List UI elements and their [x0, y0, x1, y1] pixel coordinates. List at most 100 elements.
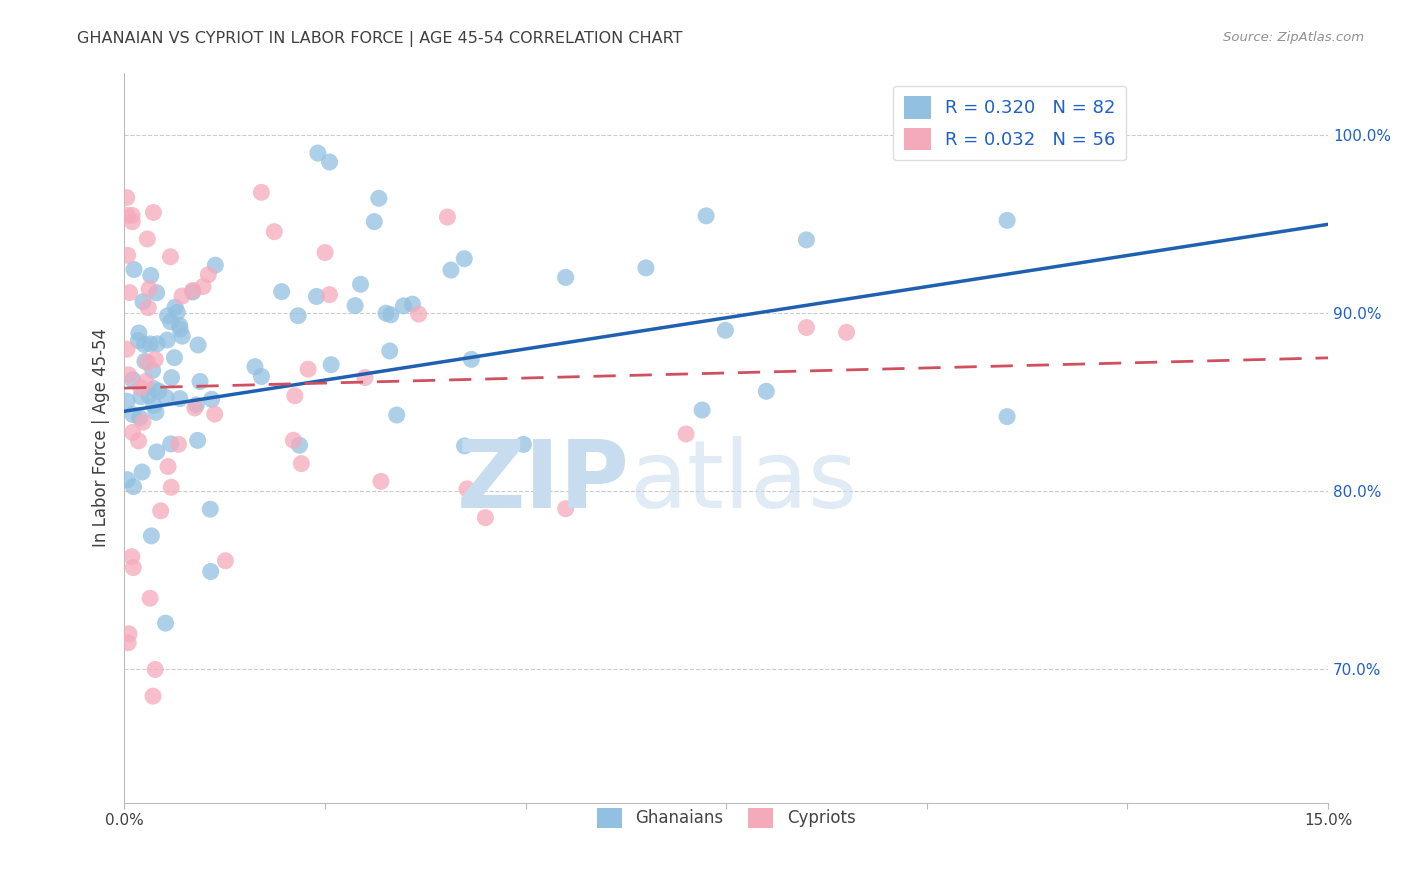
Point: [287, 309, 309, 323]
Point: [118, 627, 141, 641]
Point: [169, 392, 191, 406]
Point: [460, 352, 482, 367]
Point: [128, 410, 150, 425]
Point: [142, 382, 165, 396]
Point: [121, 425, 143, 440]
Point: [118, 285, 141, 300]
Point: [995, 409, 1018, 424]
Point: [554, 501, 576, 516]
Point: [796, 320, 818, 334]
Point: [512, 437, 534, 451]
Point: [117, 368, 139, 382]
Point: [149, 504, 172, 518]
Point: [145, 285, 167, 300]
Text: ZIP: ZIP: [457, 436, 630, 528]
Point: [197, 268, 219, 282]
Point: [307, 146, 329, 161]
Point: [142, 689, 165, 703]
Point: [136, 301, 159, 315]
Point: [188, 375, 211, 389]
Point: [167, 437, 190, 451]
Point: [170, 289, 193, 303]
Point: [270, 285, 292, 299]
Point: [191, 279, 214, 293]
Point: [115, 208, 138, 222]
Point: [135, 375, 157, 389]
Point: [349, 277, 371, 292]
Point: [401, 297, 423, 311]
Point: [690, 403, 713, 417]
Point: [155, 616, 177, 631]
Point: [139, 268, 162, 283]
Point: [380, 308, 402, 322]
Point: [243, 359, 266, 374]
Point: [129, 381, 152, 395]
Point: [284, 389, 307, 403]
Point: [156, 309, 179, 323]
Point: [172, 329, 194, 343]
Point: [314, 245, 336, 260]
Point: [408, 307, 430, 321]
Point: [321, 358, 343, 372]
Point: [305, 289, 328, 303]
Point: [121, 408, 143, 422]
Point: [695, 209, 717, 223]
Point: [155, 391, 177, 405]
Point: [128, 326, 150, 340]
Y-axis label: In Labor Force | Age 45-54: In Labor Force | Age 45-54: [93, 328, 110, 548]
Point: [160, 370, 183, 384]
Point: [145, 445, 167, 459]
Point: [714, 323, 737, 337]
Point: [122, 560, 145, 574]
Point: [163, 351, 186, 365]
Point: [134, 337, 156, 351]
Point: [122, 479, 145, 493]
Text: Source: ZipAtlas.com: Source: ZipAtlas.com: [1223, 31, 1364, 45]
Point: [143, 662, 166, 676]
Point: [186, 398, 208, 412]
Point: [129, 390, 152, 404]
Point: [385, 408, 408, 422]
Point: [143, 352, 166, 367]
Point: [375, 306, 398, 320]
Point: [187, 434, 209, 448]
Point: [121, 549, 143, 564]
Point: [115, 342, 138, 356]
Point: [122, 262, 145, 277]
Point: [283, 434, 305, 448]
Point: [297, 362, 319, 376]
Point: [318, 287, 340, 301]
Point: [184, 401, 207, 415]
Point: [187, 338, 209, 352]
Text: GHANAIAN VS CYPRIOT IN LABOR FORCE | AGE 45-54 CORRELATION CHART: GHANAIAN VS CYPRIOT IN LABOR FORCE | AGE…: [77, 31, 683, 47]
Point: [115, 191, 138, 205]
Point: [136, 232, 159, 246]
Point: [169, 318, 191, 333]
Point: [204, 258, 226, 272]
Point: [214, 554, 236, 568]
Point: [440, 263, 463, 277]
Point: [181, 284, 204, 298]
Point: [159, 250, 181, 264]
Point: [134, 354, 156, 368]
Point: [136, 355, 159, 369]
Point: [159, 315, 181, 329]
Point: [392, 299, 415, 313]
Point: [127, 334, 149, 348]
Point: [121, 373, 143, 387]
Legend: Ghanaians, Cypriots: Ghanaians, Cypriots: [591, 801, 862, 835]
Point: [250, 369, 273, 384]
Point: [117, 636, 139, 650]
Point: [456, 482, 478, 496]
Point: [204, 407, 226, 421]
Point: [145, 405, 167, 419]
Point: [367, 191, 389, 205]
Point: [146, 336, 169, 351]
Point: [200, 565, 222, 579]
Point: [121, 215, 143, 229]
Point: [370, 475, 392, 489]
Point: [378, 343, 401, 358]
Point: [344, 299, 367, 313]
Point: [141, 529, 163, 543]
Point: [139, 591, 162, 606]
